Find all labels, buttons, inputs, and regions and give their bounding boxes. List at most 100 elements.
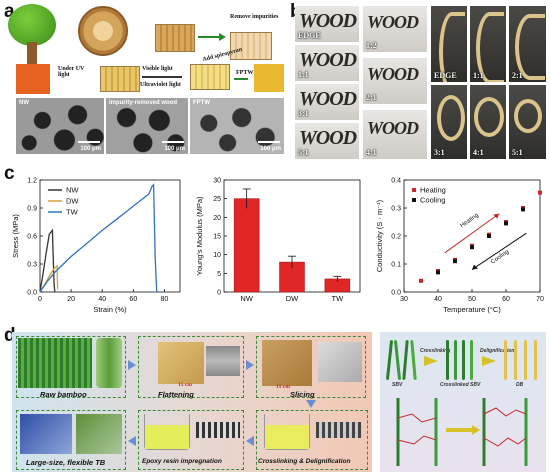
ratio-label: EDGE xyxy=(298,31,321,40)
ratio-label: 4:1 xyxy=(473,148,484,157)
legend-swatch-cooling xyxy=(412,198,416,202)
delignification-arrow xyxy=(482,356,496,366)
legend-swatch-heating xyxy=(412,188,416,192)
ratio-label: 2:1 xyxy=(366,93,377,102)
visible-arrow xyxy=(142,76,182,78)
bar-nw xyxy=(233,198,260,293)
legend-label-tw: TW xyxy=(66,208,79,217)
bent-strip xyxy=(474,97,504,137)
flat-sample-1-1: WOOD 1:1 xyxy=(295,45,359,81)
natural-wood-block xyxy=(155,24,195,52)
fiber-chain xyxy=(462,340,465,380)
step-caption-crosslinking: Crosslinking & Delignification xyxy=(258,458,351,465)
y-tick-label: 5 xyxy=(217,271,221,278)
y-tick-label: 0.3 xyxy=(27,262,37,269)
heating-arrow-head xyxy=(493,213,500,219)
fptw-block xyxy=(190,64,230,90)
x-tick-label: 30 xyxy=(400,296,408,303)
bent-strip xyxy=(514,99,542,133)
point-cooling xyxy=(453,259,457,264)
epoxy-sample xyxy=(196,422,240,438)
sem-label-nw: NW xyxy=(19,100,29,106)
point-cooling xyxy=(436,270,440,275)
bent-sample-3-1: 3:1 xyxy=(431,85,467,159)
legend-label-heating: Heating xyxy=(420,186,446,195)
remove-arrow-line xyxy=(198,36,220,38)
point-heating xyxy=(419,278,423,283)
y-axis-label: Stress (MPa) xyxy=(11,214,20,258)
bamboo-tube-photo xyxy=(96,338,122,388)
flat-sample-2-1: WOOD 2:1 xyxy=(363,58,427,104)
wood-log-cross-section xyxy=(78,6,128,56)
step-caption-raw-bamboo: Raw bamboo xyxy=(40,390,87,399)
bent-strip xyxy=(439,12,465,82)
wood-text: WOOD xyxy=(299,49,357,71)
slicing-machine-photo xyxy=(318,342,362,382)
fptw-arrow xyxy=(234,78,248,80)
sem-label-fptw: FPTW xyxy=(193,100,210,106)
x-tick-label: TW xyxy=(331,294,344,303)
x-tick-label: 60 xyxy=(129,296,137,303)
sem-image-fptw: FPTW 100 μm xyxy=(190,98,284,154)
flow-arrow-down xyxy=(306,400,316,408)
crosslinking-sample xyxy=(316,422,362,438)
schematic-label-crosslinked: Crosslinked SBV xyxy=(440,382,481,388)
y-tick-label: 0.4 xyxy=(391,178,401,185)
y-tick-label: 0.3 xyxy=(391,206,401,213)
flat-sample-4-1: WOOD 4:1 xyxy=(363,110,427,159)
delignified-wood-block xyxy=(230,32,272,60)
uv-film xyxy=(16,64,50,94)
fiber-chain xyxy=(524,340,527,380)
fiber-chain xyxy=(514,340,517,380)
wood-text: WOOD xyxy=(299,88,357,110)
step-visible-light: Visible light xyxy=(142,66,173,72)
product-fptw-label: FPTW xyxy=(236,70,254,76)
x-tick-label: 40 xyxy=(98,296,106,303)
step-caption-epoxy: Epoxy resin impregnation xyxy=(142,458,222,465)
stress-strain-chart: 0 20 40 60 80 0.0 0.3 0.6 0.9 1.2 Strain (%) Stress… xyxy=(11,178,181,314)
panel-label-c: c xyxy=(4,163,15,184)
point-cooling xyxy=(521,207,525,212)
step-box-flattening xyxy=(138,336,244,398)
x-tick-label: 40 xyxy=(434,296,442,303)
wood-text: WOOD xyxy=(367,12,419,32)
schematic-delignification-label: Delignification xyxy=(480,348,515,354)
x-tick-label: 20 xyxy=(67,296,75,303)
x-tick-label: NW xyxy=(240,294,253,303)
y-tick-label: 0.2 xyxy=(391,234,401,241)
ratio-label: 2:1 xyxy=(512,71,523,80)
step-caption-flexible-tb: Large-size, flexible TB xyxy=(26,458,106,467)
point-cooling xyxy=(504,221,508,226)
cooling-arrow-head xyxy=(472,264,478,270)
sem-scale-bar-impurity-removed xyxy=(162,141,184,143)
y-tick-label: 0 xyxy=(217,290,221,297)
flow-arrow-4 xyxy=(128,436,136,446)
flattened-board-photo xyxy=(158,342,204,384)
x-tick-label: 70 xyxy=(536,296,544,303)
legend-label-nw: NW xyxy=(66,186,79,195)
ratio-label: 4:1 xyxy=(366,148,377,157)
remove-arrow-head xyxy=(219,33,226,41)
x-tick-label: 80 xyxy=(161,296,169,303)
sem-label-impurity-removed: impurity-removed wood xyxy=(109,100,178,106)
cooling-annotation: Cooling xyxy=(490,249,510,266)
ratio-label: 5:1 xyxy=(512,148,523,157)
y-axis-label: Conductivity (S · m⁻¹) xyxy=(375,199,384,272)
point-cooling xyxy=(487,234,491,238)
x-axis-label: Temperature (°C) xyxy=(443,305,501,314)
heating-annotation: Heating xyxy=(460,212,480,229)
step-box-epoxy xyxy=(138,410,244,470)
legend-label-cooling: Cooling xyxy=(420,196,445,205)
flat-sample-3-1: WOOD 3:1 xyxy=(295,84,359,120)
point-cooling xyxy=(470,245,474,250)
epoxy-resin xyxy=(145,425,189,449)
plot-frame xyxy=(39,179,181,293)
step-box-raw-bamboo xyxy=(16,336,126,398)
fiber-chain xyxy=(446,340,449,380)
series-line-nw xyxy=(39,228,56,293)
bent-sample-edge: EDGE xyxy=(431,6,467,82)
series-line-tw xyxy=(39,183,158,293)
ratio-label: EDGE xyxy=(434,71,457,80)
schematic-label-db: DB xyxy=(516,382,524,388)
y-tick-label: 0.1 xyxy=(391,262,401,269)
